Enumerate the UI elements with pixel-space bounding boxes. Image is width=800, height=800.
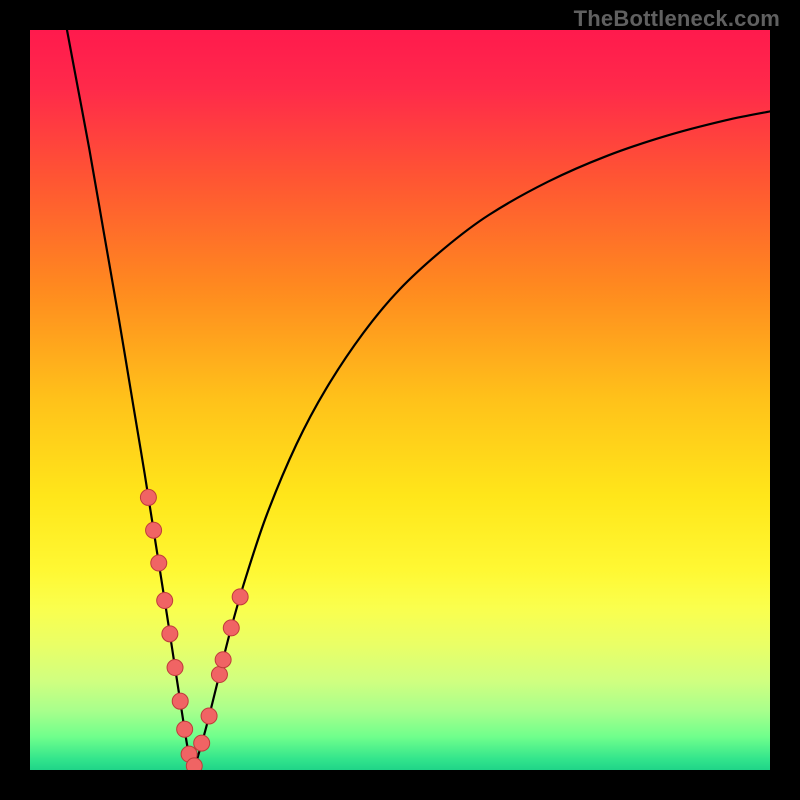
curve-marker	[186, 758, 202, 770]
curve-marker	[172, 693, 188, 709]
curve-markers	[140, 489, 248, 770]
curve-marker	[167, 660, 183, 676]
curve-marker	[146, 522, 162, 538]
curve-marker	[194, 735, 210, 751]
curve-layer	[30, 30, 770, 770]
curve-marker	[232, 589, 248, 605]
curve-marker	[162, 626, 178, 642]
curve-marker	[140, 489, 156, 505]
curve-marker	[211, 667, 227, 683]
plot-area	[30, 30, 770, 770]
watermark-text: TheBottleneck.com	[574, 6, 780, 32]
curve-marker	[151, 555, 167, 571]
curve-marker	[215, 652, 231, 668]
curve-marker	[177, 721, 193, 737]
curve-marker	[157, 593, 173, 609]
curve-marker	[201, 708, 217, 724]
curve-marker	[223, 620, 239, 636]
bottleneck-curve	[67, 30, 770, 770]
chart-frame: TheBottleneck.com	[0, 0, 800, 800]
